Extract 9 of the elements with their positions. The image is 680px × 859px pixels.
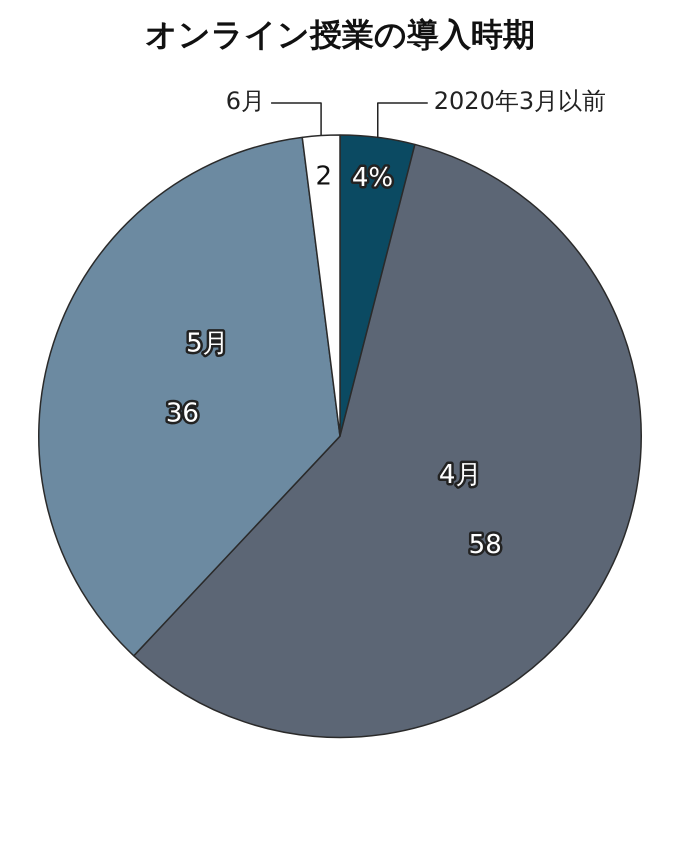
data-label: 36 <box>166 398 199 429</box>
data-label: 2 <box>315 161 332 192</box>
slice-label: 4月 <box>438 460 482 490</box>
data-label: 58 <box>468 530 502 560</box>
slice-label: 2020年3月以前 <box>434 87 606 116</box>
chart-title: オンライン授業の導入時期 <box>145 16 535 54</box>
slice-label: 6月 <box>226 87 266 116</box>
slice-label: 5月 <box>186 328 229 359</box>
data-label: 4% <box>352 162 394 193</box>
